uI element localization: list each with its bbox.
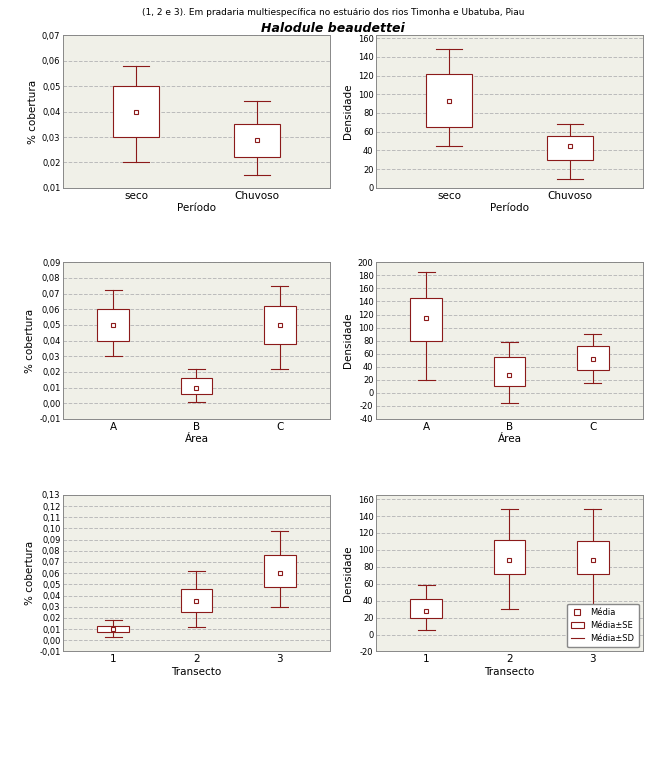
Bar [577,346,609,370]
X-axis label: Área: Área [184,435,208,445]
Bar [97,309,129,341]
Y-axis label: % cobertura: % cobertura [25,541,35,605]
Bar [234,124,280,157]
Y-axis label: % cobertura: % cobertura [25,309,35,373]
Bar [113,86,159,137]
Legend: Média, Média±SE, Média±SD: Média, Média±SE, Média±SD [567,604,639,648]
Bar [97,626,129,633]
Bar [410,599,442,618]
X-axis label: Transecto: Transecto [484,667,535,677]
Bar [264,306,296,344]
Bar [494,539,525,574]
Y-axis label: Densidade: Densidade [344,546,354,601]
Text: Halodule beaudettei: Halodule beaudettei [261,22,405,35]
X-axis label: Transecto: Transecto [171,667,222,677]
Y-axis label: Densidade: Densidade [344,84,354,139]
Bar [577,541,609,574]
Bar [180,589,212,612]
Bar [426,74,472,127]
Bar [494,357,525,386]
Bar [410,298,442,341]
Y-axis label: % cobertura: % cobertura [28,80,38,143]
Bar [547,136,593,160]
X-axis label: Área: Área [498,435,521,445]
Bar [180,378,212,394]
X-axis label: Período: Período [177,204,216,214]
Bar [264,555,296,586]
X-axis label: Período: Período [490,204,529,214]
Text: (1, 2 e 3). Em pradaria multiespecífica no estuário dos rios Timonha e Ubatuba, : (1, 2 e 3). Em pradaria multiespecífica … [142,8,524,16]
Y-axis label: Densidade: Densidade [344,313,354,368]
